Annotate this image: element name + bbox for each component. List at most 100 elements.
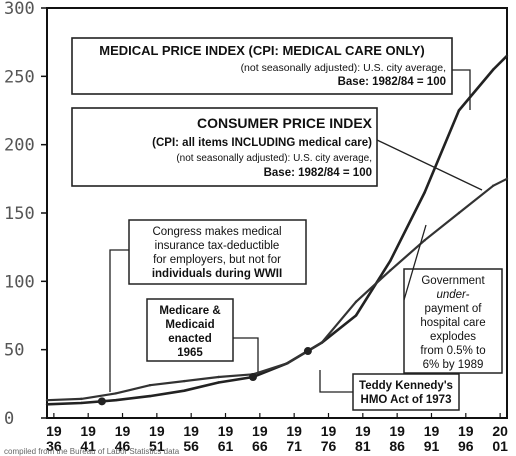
annotation-underpayment-box bbox=[403, 268, 503, 374]
annotation-underpayment: Government under- payment of hospital ca… bbox=[403, 268, 503, 374]
y-tick-label: 200 bbox=[4, 136, 35, 156]
x-tick-label-top: 19 bbox=[115, 423, 131, 439]
annotation-wwii-line: Congress makes medical bbox=[152, 226, 281, 238]
annotation-hmo-line: Teddy Kennedy's bbox=[359, 380, 453, 392]
x-tick-label-top: 19 bbox=[149, 423, 165, 439]
data-point bbox=[114, 399, 117, 402]
data-point bbox=[457, 211, 461, 215]
data-point bbox=[389, 269, 392, 272]
consumer-label-pointer bbox=[376, 139, 483, 191]
data-point bbox=[492, 184, 495, 187]
medicare-pointer bbox=[233, 337, 259, 372]
data-point bbox=[423, 191, 426, 194]
annotation-medicare: Medicare & Medicaid enacted 1965 bbox=[146, 298, 234, 362]
annotation-wwii-box bbox=[128, 219, 307, 285]
x-tick-label-top: 19 bbox=[46, 423, 62, 439]
data-point bbox=[492, 68, 495, 71]
y-tick-label: 50 bbox=[4, 341, 24, 361]
x-tick-label-bottom: 71 bbox=[286, 438, 302, 454]
x-tick-label-top: 19 bbox=[80, 423, 96, 439]
consumer-index-subtitle: (not seasonally adjusted): U.S. city ave… bbox=[176, 153, 372, 164]
annotation-wwii-line: insurance tax-deductible bbox=[155, 240, 280, 252]
x-tick-label-top: 19 bbox=[218, 423, 234, 439]
x-tick-label-bottom: 51 bbox=[149, 438, 165, 454]
y-tick-label: 300 bbox=[4, 0, 35, 19]
data-point bbox=[148, 384, 152, 387]
x-tick-label-bottom: 46 bbox=[115, 438, 131, 454]
data-point bbox=[217, 375, 220, 379]
annotation-medicare-box bbox=[146, 298, 234, 362]
x-tick-label-bottom: 36 bbox=[46, 438, 62, 454]
series-lines bbox=[45, 54, 509, 406]
y-tick-label: 250 bbox=[4, 67, 35, 87]
data-point bbox=[45, 403, 49, 406]
data-point bbox=[320, 341, 323, 345]
hmo-pointer bbox=[319, 370, 353, 393]
annotation-wwii-line: individuals during WWII bbox=[152, 268, 282, 280]
data-point bbox=[505, 177, 509, 181]
y-tick-label: 100 bbox=[4, 272, 35, 292]
consumer-index-scope: (CPI: all items INCLUDING medical care) bbox=[152, 137, 372, 149]
consumer-index-base: Base: 1982/84 = 100 bbox=[264, 167, 372, 179]
data-point bbox=[354, 314, 358, 317]
annotation-underpayment-line: under- bbox=[436, 289, 469, 301]
medical-label-pointer bbox=[452, 69, 471, 110]
y-tick-label: 150 bbox=[4, 204, 35, 224]
annotation-underpayment-line: Government bbox=[421, 275, 485, 287]
x-tick-label-bottom: 41 bbox=[80, 438, 96, 454]
data-point bbox=[457, 109, 461, 112]
data-point bbox=[217, 381, 220, 384]
x-tick-label-top: 19 bbox=[424, 423, 440, 439]
x-tick-label-bottom: 86 bbox=[389, 438, 405, 454]
data-point bbox=[114, 392, 117, 395]
data-point bbox=[45, 399, 49, 402]
annotation-wwii: Congress makes medical insurance tax-ded… bbox=[128, 219, 307, 285]
annotation-underpayment-line: 6% by 1989 bbox=[423, 359, 484, 371]
annotation-underpayment-line: payment of bbox=[425, 303, 483, 315]
x-tick-label-bottom: 91 bbox=[424, 438, 440, 454]
data-point bbox=[183, 379, 186, 383]
data-point bbox=[505, 54, 509, 58]
medical-index-base: Base: 1982/84 = 100 bbox=[338, 76, 446, 88]
annotation-pointers bbox=[109, 69, 483, 393]
consumer-index-label: CONSUMER PRICE INDEX (CPI: all items INC… bbox=[71, 107, 378, 187]
wwii-pointer bbox=[109, 249, 129, 392]
annotation-underpayment-line: from 0.5% to bbox=[420, 345, 485, 357]
event-marker bbox=[97, 397, 106, 406]
medical-index-label: MEDICAL PRICE INDEX (CPI: MEDICAL CARE O… bbox=[71, 37, 453, 95]
x-tick-label-top: 19 bbox=[252, 423, 268, 439]
x-axis: 1936194119461951195619611966197119761981… bbox=[46, 413, 508, 454]
data-point bbox=[183, 389, 186, 392]
x-tick-label-top: 19 bbox=[389, 423, 405, 439]
x-tick-label-bottom: 76 bbox=[321, 438, 337, 454]
consumer-index-box bbox=[71, 107, 378, 187]
annotation-hmo-line: HMO Act of 1973 bbox=[361, 394, 452, 406]
data-point bbox=[354, 300, 358, 304]
event-marker bbox=[248, 373, 257, 381]
annotation-hmo: Teddy Kennedy's HMO Act of 1973 bbox=[352, 373, 460, 411]
consumer-index-title: CONSUMER PRICE INDEX bbox=[197, 115, 373, 131]
x-tick-label-top: 20 bbox=[492, 423, 508, 439]
data-point bbox=[286, 362, 289, 365]
x-tick-label-top: 19 bbox=[458, 423, 474, 439]
x-tick-label-bottom: 01 bbox=[492, 438, 508, 454]
x-tick-label-bottom: 66 bbox=[252, 438, 268, 454]
annotation-medicare-line: Medicaid bbox=[165, 319, 214, 331]
annotation-underpayment-line: explodes bbox=[430, 331, 476, 343]
annotation-medicare-line: Medicare & bbox=[159, 305, 220, 317]
x-tick-label-bottom: 81 bbox=[355, 438, 371, 454]
annotation-medicare-line: enacted bbox=[168, 333, 211, 345]
y-axis: 300 250 200 150 100 50 0 bbox=[4, 0, 47, 429]
x-tick-label-top: 19 bbox=[183, 423, 199, 439]
medical-index-subtitle: (not seasonally adjusted): U.S. city ave… bbox=[241, 62, 446, 74]
x-tick-label-bottom: 61 bbox=[218, 438, 234, 454]
underpayment-pointer bbox=[403, 224, 427, 301]
x-tick-label-top: 19 bbox=[321, 423, 337, 439]
event-marker bbox=[303, 347, 312, 356]
footnote: compiled from the Bureau of Labor Statis… bbox=[4, 447, 180, 456]
data-point bbox=[389, 259, 392, 263]
annotation-wwii-line: for employers, but not for bbox=[153, 254, 281, 266]
y-tick-label: 0 bbox=[4, 409, 14, 429]
